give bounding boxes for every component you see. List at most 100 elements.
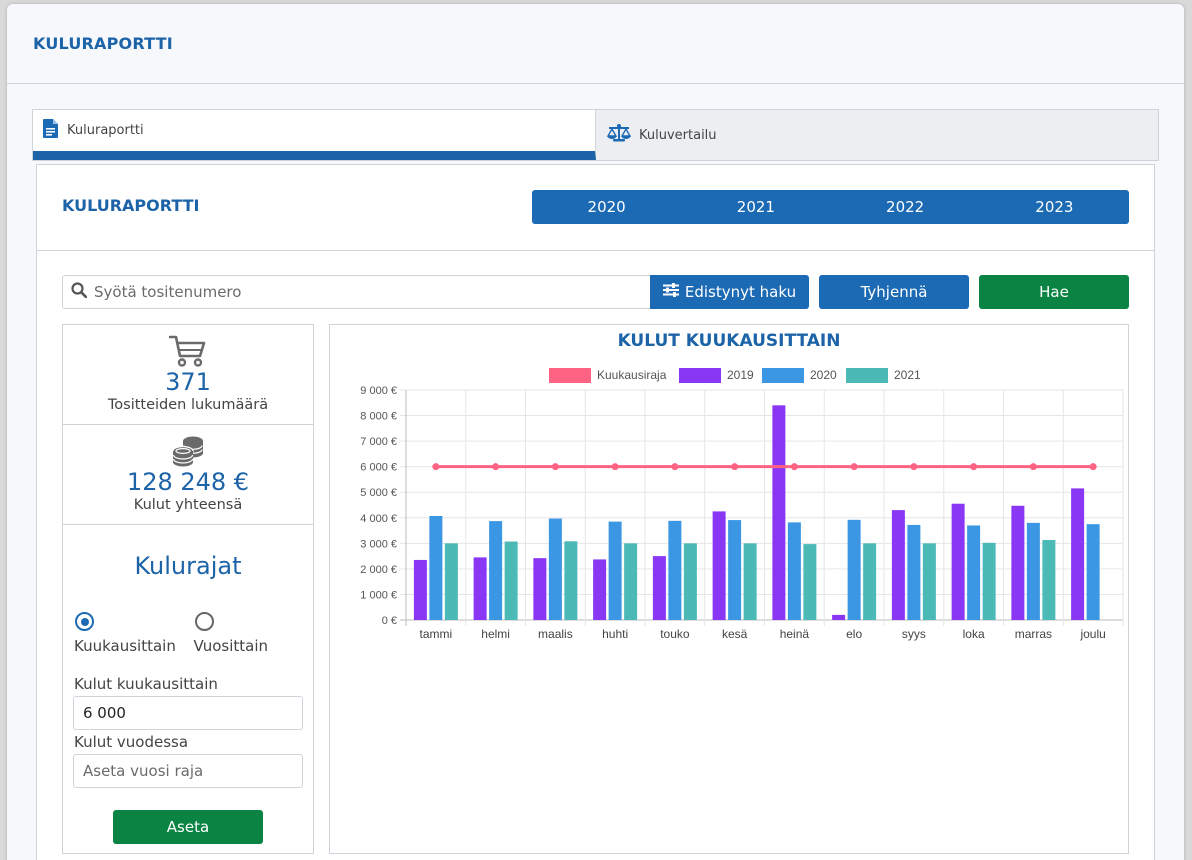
y-tick-label: 4 000 € — [360, 513, 397, 525]
y-tick-label: 1 000 € — [360, 589, 397, 601]
voucher-count-value: 371 — [165, 368, 211, 396]
limit-point — [850, 463, 858, 471]
year-button-2023[interactable]: 2023 — [1035, 198, 1074, 216]
legend-swatch — [762, 368, 804, 383]
year-button-2021[interactable]: 2021 — [736, 198, 775, 216]
advanced-search-label: Edistynyt haku — [684, 283, 797, 301]
bar-2019-tammi — [413, 559, 427, 620]
summary-column: 371 Tositteiden lukumäärä — [62, 324, 314, 854]
bar-2020-touko — [668, 520, 682, 620]
y-tick-label: 0 € — [382, 615, 397, 627]
bar-2021-loka — [982, 542, 996, 620]
bar-2019-huhti — [593, 559, 607, 620]
search-button[interactable]: Hae — [979, 275, 1129, 309]
bar-2021-heinä — [803, 544, 817, 620]
bar-2020-heinä — [787, 522, 801, 620]
total-expenses-label: Kulut yhteensä — [133, 497, 243, 513]
search-box — [62, 275, 651, 309]
radio-monthly-circle[interactable] — [75, 612, 94, 631]
legend-label: 2019 — [727, 368, 754, 382]
x-tick-label: tammi — [420, 627, 453, 641]
app-title: KULURAPORTTI — [33, 34, 173, 53]
document-icon — [43, 119, 59, 142]
stat-voucher-count: 371 Tositteiden lukumäärä — [63, 325, 313, 425]
legend-label: Kuukausiraja — [597, 368, 667, 382]
limit-point — [611, 463, 619, 471]
y-tick-label: 8 000 € — [360, 411, 397, 423]
bar-2021-elo — [863, 543, 877, 620]
year-button-2022[interactable]: 2022 — [886, 198, 925, 216]
bar-2021-huhti — [624, 543, 638, 620]
y-tick-label: 6 000 € — [360, 462, 397, 474]
monthly-limit-input[interactable] — [73, 696, 303, 730]
limit-point — [432, 463, 440, 471]
limit-point — [551, 463, 559, 471]
x-tick-label: loka — [963, 627, 985, 641]
y-tick-label: 5 000 € — [360, 487, 397, 499]
bar-2020-marras — [1026, 522, 1040, 620]
bar-2019-kesä — [712, 511, 726, 620]
yearly-limit-input[interactable] — [73, 754, 303, 788]
limit-point — [671, 463, 679, 471]
bar-2021-kesä — [743, 543, 757, 620]
tab-label: Kuluvertailu — [639, 127, 717, 143]
tab-label: Kuluraportti — [67, 123, 144, 138]
bar-2019-heinä — [772, 405, 786, 620]
search-icon — [71, 281, 88, 303]
limit-point — [970, 463, 978, 471]
radio-yearly-label: Vuosittain — [193, 637, 269, 655]
bar-2019-touko — [652, 556, 666, 620]
x-tick-label: joulu — [1079, 627, 1105, 641]
clear-button[interactable]: Tyhjennä — [819, 275, 969, 309]
bar-2020-elo — [847, 519, 861, 620]
app-header: KULURAPORTTI — [7, 4, 1184, 84]
search-input[interactable] — [94, 283, 634, 301]
tab-kuluvertailu[interactable]: Kuluvertailu — [596, 110, 1158, 160]
voucher-count-label: Tositteiden lukumäärä — [107, 397, 269, 413]
bar-2020-syys — [907, 524, 921, 620]
x-tick-label: huhti — [602, 627, 628, 641]
radio-yearly[interactable]: Vuosittain — [194, 612, 314, 655]
legend-label: 2021 — [894, 368, 921, 382]
yearly-limit-label: Kulut vuodessa — [74, 733, 189, 751]
set-limit-button[interactable]: Aseta — [113, 810, 263, 844]
bar-2019-helmi — [473, 557, 487, 620]
bar-2021-marras — [1042, 540, 1056, 620]
tab-bar: Kuluraportti Kuluvertailu — [32, 109, 1159, 161]
balance-scale-icon — [606, 124, 632, 146]
limit-point — [1029, 463, 1037, 471]
limits-title: Kulurajat — [134, 552, 242, 580]
x-tick-label: syys — [902, 627, 926, 641]
bar-2020-helmi — [489, 521, 503, 620]
panel-header: KULURAPORTTI 2020 2021 2022 2023 — [37, 165, 1154, 251]
advanced-search-button[interactable]: Edistynyt haku — [650, 275, 809, 309]
bar-2019-joulu — [1071, 488, 1085, 620]
y-tick-label: 3 000 € — [360, 538, 397, 550]
total-expenses-value: 128 248 € — [126, 468, 250, 496]
year-button-2020[interactable]: 2020 — [587, 198, 626, 216]
limits-section: Kulurajat Kuukausittain Vuosittain Kulut… — [63, 552, 313, 788]
bar-2019-marras — [1011, 505, 1025, 620]
legend-swatch — [679, 368, 721, 383]
bar-2019-maalis — [533, 558, 547, 620]
bar-2020-tammi — [429, 515, 443, 620]
radio-yearly-circle[interactable] — [194, 612, 214, 631]
limit-point — [492, 463, 500, 471]
bar-2019-elo — [832, 614, 846, 620]
tab-kuluraportti[interactable]: Kuluraportti — [33, 110, 596, 160]
bar-2020-huhti — [608, 521, 622, 620]
chart-title: KULUT KUUKAUSITTAIN — [617, 331, 841, 351]
x-tick-label: kesä — [722, 627, 748, 641]
sliders-icon — [662, 283, 679, 301]
limit-point — [790, 463, 798, 471]
year-selector: 2020 2021 2022 2023 — [532, 190, 1129, 224]
radio-monthly[interactable]: Kuukausittain — [74, 612, 194, 655]
app-frame: KULURAPORTTI Kuluraportti — [7, 4, 1184, 860]
limit-point — [731, 463, 739, 471]
bar-2019-loka — [951, 503, 965, 620]
panel-title: KULURAPORTTI — [62, 196, 200, 215]
bar-2021-helmi — [504, 541, 518, 620]
bar-2020-kesä — [728, 520, 742, 620]
chart-canvas: Kuukausiraja 2019 2020 2021 0 € 1 000 € 2 000 … — [360, 368, 1124, 641]
bar-2021-syys — [922, 543, 936, 620]
